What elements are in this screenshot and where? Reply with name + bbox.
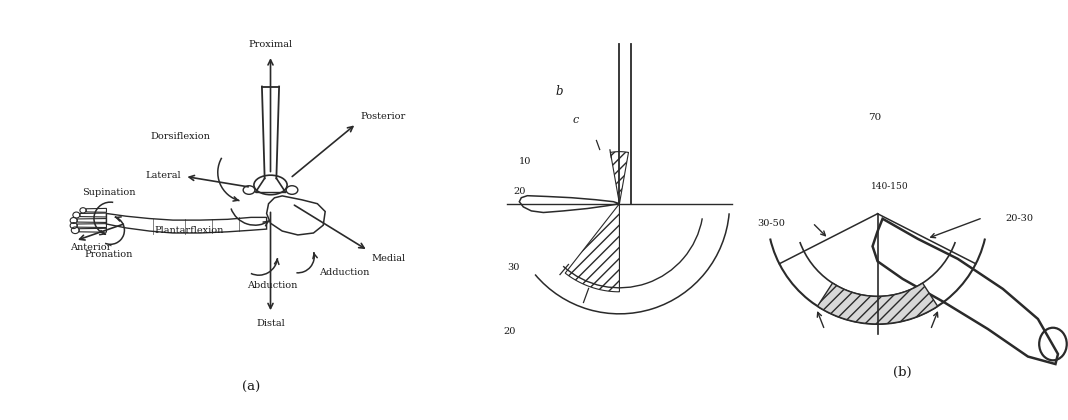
Text: Lateral: Lateral [145, 171, 180, 180]
Text: Dorsiflexion: Dorsiflexion [151, 132, 210, 141]
Text: 140-150: 140-150 [871, 182, 909, 191]
Text: 20: 20 [513, 187, 525, 196]
Text: (a): (a) [241, 381, 261, 394]
Polygon shape [817, 283, 938, 324]
Text: 30: 30 [507, 263, 519, 272]
Text: Distal: Distal [256, 319, 285, 328]
Text: (b): (b) [893, 366, 912, 379]
Text: b: b [555, 85, 563, 98]
Text: 20: 20 [503, 327, 515, 336]
Text: Abduction: Abduction [248, 281, 298, 290]
Text: 70: 70 [868, 113, 882, 122]
Text: 10: 10 [519, 157, 531, 166]
Text: Medial: Medial [372, 255, 406, 263]
Text: Proximal: Proximal [249, 40, 293, 50]
Polygon shape [611, 152, 628, 204]
Text: Posterior: Posterior [360, 112, 406, 121]
Text: c: c [572, 115, 579, 125]
Text: Pronation: Pronation [84, 250, 132, 259]
Text: 20-30: 20-30 [1005, 214, 1034, 223]
Text: 30-50: 30-50 [757, 219, 785, 228]
Text: Anterior: Anterior [70, 243, 112, 252]
Text: Plantarflexion: Plantarflexion [154, 226, 223, 235]
Text: Adduction: Adduction [319, 268, 370, 277]
Text: Supination: Supination [81, 188, 136, 197]
Polygon shape [565, 204, 619, 292]
